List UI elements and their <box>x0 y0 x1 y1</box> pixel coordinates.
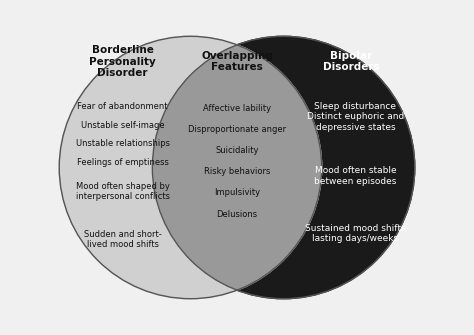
Text: Feelings of emptiness: Feelings of emptiness <box>77 158 169 167</box>
Text: Disproportionate anger: Disproportionate anger <box>188 125 286 134</box>
Text: Fear of abandonment: Fear of abandonment <box>77 102 168 111</box>
Circle shape <box>59 36 322 299</box>
Text: Sleep disturbance
Distinct euphoric and
depressive states: Sleep disturbance Distinct euphoric and … <box>307 102 404 132</box>
Text: Affective lability: Affective lability <box>203 104 271 113</box>
Text: Impulsivity: Impulsivity <box>214 188 260 197</box>
Circle shape <box>152 36 415 299</box>
Text: Mood often shaped by
interpersonal conflicts: Mood often shaped by interpersonal confl… <box>76 182 170 201</box>
Text: Delusions: Delusions <box>217 210 257 218</box>
Text: Sudden and short-
lived mood shifts: Sudden and short- lived mood shifts <box>84 230 162 249</box>
Text: Suicidality: Suicidality <box>215 146 259 155</box>
Circle shape <box>59 36 322 299</box>
Text: Overlapping
Features: Overlapping Features <box>201 51 273 72</box>
Text: Mood often stable
between episodes: Mood often stable between episodes <box>314 166 397 186</box>
Text: Bipolar
Disorders: Bipolar Disorders <box>323 51 380 72</box>
Text: Unstable relationships: Unstable relationships <box>76 139 170 148</box>
Text: Sustained mood shifts
lasting days/weeks: Sustained mood shifts lasting days/weeks <box>305 224 406 243</box>
Text: Unstable self-image: Unstable self-image <box>81 121 164 130</box>
Text: Borderline
Personality
Disorder: Borderline Personality Disorder <box>90 45 156 78</box>
Text: Risky behaviors: Risky behaviors <box>204 167 270 176</box>
